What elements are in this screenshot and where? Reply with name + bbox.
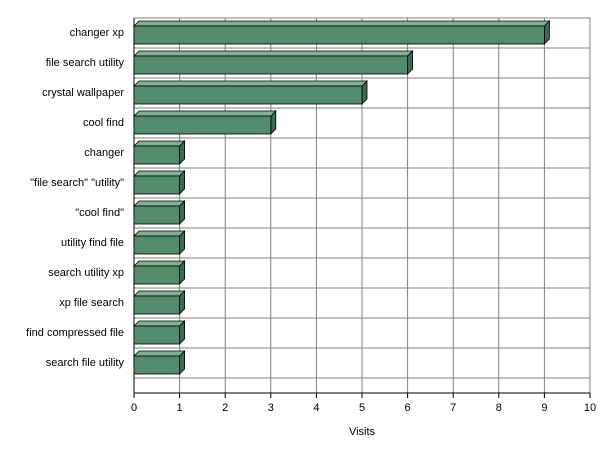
bar-top [133, 170, 186, 177]
bar-top [133, 110, 277, 117]
x-tick-label: 1 [177, 402, 183, 414]
bar [133, 115, 272, 135]
bar [133, 85, 363, 105]
bar [133, 325, 180, 345]
x-tick-label: 8 [496, 402, 502, 414]
bar [133, 55, 409, 75]
x-tick-label: 2 [222, 402, 228, 414]
y-tick-label: utility find file [61, 237, 124, 249]
bar-top [133, 80, 368, 87]
y-tick-label: cool find [83, 117, 124, 129]
bar-top [133, 290, 186, 297]
bar [133, 295, 180, 315]
bar [133, 25, 545, 45]
y-tick-label: file search utility [46, 57, 125, 69]
bar [133, 145, 180, 165]
y-tick-label: search utility xp [48, 267, 124, 279]
x-tick-label: 4 [313, 402, 319, 414]
x-axis-label: Visits [349, 426, 376, 438]
y-tick-label: changer [84, 147, 124, 159]
y-tick-label: "cool find" [75, 207, 124, 219]
bar-top [133, 230, 186, 237]
x-tick-label: 0 [131, 402, 137, 414]
bar-top [133, 260, 186, 267]
x-tick-label: 9 [541, 402, 547, 414]
y-tick-label: xp file search [59, 297, 124, 309]
bar-top [133, 350, 186, 357]
x-tick-label: 6 [405, 402, 411, 414]
bar-top [133, 140, 186, 147]
x-tick-label: 7 [450, 402, 456, 414]
y-tick-label: crystal wallpaper [42, 87, 124, 99]
x-tick-label: 5 [359, 402, 365, 414]
y-tick-label: search file utility [46, 357, 125, 369]
bar [133, 265, 180, 285]
bar-top [133, 20, 551, 27]
x-tick-label: 10 [584, 402, 596, 414]
y-tick-label: "file search" "utility" [30, 177, 124, 189]
y-tick-label: find compressed file [26, 327, 124, 339]
bar-top [133, 320, 186, 327]
bar [133, 235, 180, 255]
bar-top [133, 50, 414, 57]
y-tick-label: changer xp [70, 27, 124, 39]
bar-top [133, 200, 186, 207]
bar [133, 355, 180, 375]
x-tick-label: 3 [268, 402, 274, 414]
bar [133, 175, 180, 195]
bar [133, 205, 180, 225]
